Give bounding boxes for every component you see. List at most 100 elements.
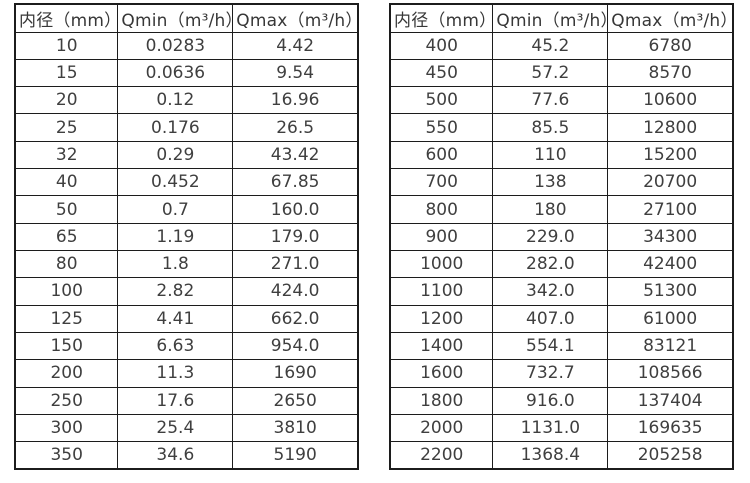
table-cell: 0.452 — [117, 168, 234, 197]
table-cell: 15 — [14, 58, 119, 88]
table-row: 150 6.63 954.0 — [14, 331, 359, 361]
table-cell: 10600 — [607, 86, 734, 115]
table-row: 200 11.3 1690 — [14, 359, 359, 388]
table-row: 20 0.12 16.96 — [14, 86, 359, 115]
table-cell: 20700 — [607, 168, 734, 197]
table-cell: 108566 — [607, 359, 734, 388]
table-cell: 51300 — [607, 277, 734, 306]
table-cell: 350 — [14, 441, 119, 470]
table-cell: 25 — [14, 113, 119, 142]
table-cell: 150 — [14, 331, 119, 361]
table-row: 400 45.2 6780 — [389, 31, 734, 60]
table-cell: 125 — [14, 304, 119, 333]
table-row: 1000 282.0 42400 — [389, 249, 734, 279]
table-header-row: 内径（mm） Qmin（m³/h） Qmax（m³/h） — [14, 3, 359, 33]
table-cell: 6.63 — [117, 331, 234, 361]
table-row: 300 25.4 3810 — [14, 413, 359, 443]
table-cell: 16.96 — [232, 86, 359, 115]
table-cell: 110 — [492, 140, 609, 170]
table-cell: 0.176 — [117, 113, 234, 142]
table-cell: 138 — [492, 168, 609, 197]
table-row: 900 229.0 34300 — [389, 222, 734, 252]
table-cell: 20 — [14, 86, 119, 115]
table-row: 1200 407.0 61000 — [389, 304, 734, 333]
table-cell: 2200 — [389, 441, 494, 470]
table-cell: 9.54 — [232, 58, 359, 88]
table-cell: 179.0 — [232, 222, 359, 252]
table-cell: 42400 — [607, 249, 734, 279]
table-cell: 100 — [14, 277, 119, 306]
table-row: 2200 1368.4 205258 — [389, 441, 734, 470]
table-cell: 554.1 — [492, 331, 609, 361]
table-row: 700 138 20700 — [389, 168, 734, 197]
table-cell: 450 — [389, 58, 494, 88]
table-cell: 85.5 — [492, 113, 609, 142]
table-cell: 1100 — [389, 277, 494, 306]
table-row: 600 110 15200 — [389, 140, 734, 170]
table-row: 1100 342.0 51300 — [389, 277, 734, 306]
table-cell: 424.0 — [232, 277, 359, 306]
header-cell-diameter: 内径（mm） — [389, 3, 494, 33]
table-cell: 229.0 — [492, 222, 609, 252]
table-cell: 271.0 — [232, 249, 359, 279]
table-cell: 407.0 — [492, 304, 609, 333]
header-cell-qmin: Qmin（m³/h） — [492, 3, 609, 33]
header-cell-diameter: 内径（mm） — [14, 3, 119, 33]
table-cell: 137404 — [607, 386, 734, 415]
table-cell: 6780 — [607, 31, 734, 60]
table-cell: 83121 — [607, 331, 734, 361]
header-cell-qmin: Qmin（m³/h） — [117, 3, 234, 33]
table-cell: 26.5 — [232, 113, 359, 142]
table-row: 2000 1131.0 169635 — [389, 413, 734, 443]
table-cell: 954.0 — [232, 331, 359, 361]
table-cell: 0.0283 — [117, 31, 234, 60]
table-row: 50 0.7 160.0 — [14, 195, 359, 224]
table-cell: 180 — [492, 195, 609, 224]
table-row: 15 0.0636 9.54 — [14, 58, 359, 88]
table-row: 10 0.0283 4.42 — [14, 31, 359, 60]
table-cell: 1200 — [389, 304, 494, 333]
table-cell: 4.42 — [232, 31, 359, 60]
table-cell: 342.0 — [492, 277, 609, 306]
table-cell: 916.0 — [492, 386, 609, 415]
table-cell: 1.19 — [117, 222, 234, 252]
spec-tables-container: 内径（mm） Qmin（m³/h） Qmax（m³/h） 10 0.0283 4.4… — [14, 3, 734, 470]
table-row: 40 0.452 67.85 — [14, 168, 359, 197]
table-row: 500 77.6 10600 — [389, 86, 734, 115]
table-cell: 2.82 — [117, 277, 234, 306]
table-cell: 11.3 — [117, 359, 234, 388]
table-cell: 282.0 — [492, 249, 609, 279]
table-row: 25 0.176 26.5 — [14, 113, 359, 142]
table-cell: 10 — [14, 31, 119, 60]
table-cell: 8570 — [607, 58, 734, 88]
table-cell: 205258 — [607, 441, 734, 470]
table-cell: 1400 — [389, 331, 494, 361]
table-cell: 77.6 — [492, 86, 609, 115]
table-cell: 900 — [389, 222, 494, 252]
table-cell: 600 — [389, 140, 494, 170]
header-cell-qmax: Qmax（m³/h） — [607, 3, 734, 33]
table-row: 65 1.19 179.0 — [14, 222, 359, 252]
table-cell: 0.7 — [117, 195, 234, 224]
table-cell: 5190 — [232, 441, 359, 470]
table-cell: 1800 — [389, 386, 494, 415]
table-row: 125 4.41 662.0 — [14, 304, 359, 333]
table-cell: 17.6 — [117, 386, 234, 415]
table-row: 800 180 27100 — [389, 195, 734, 224]
table-row: 350 34.6 5190 — [14, 441, 359, 470]
table-cell: 43.42 — [232, 140, 359, 170]
table-cell: 200 — [14, 359, 119, 388]
table-cell: 2650 — [232, 386, 359, 415]
table-row: 1400 554.1 83121 — [389, 331, 734, 361]
table-cell: 0.29 — [117, 140, 234, 170]
table-row: 80 1.8 271.0 — [14, 249, 359, 279]
flow-rate-table-left: 内径（mm） Qmin（m³/h） Qmax（m³/h） 10 0.0283 4.4… — [14, 3, 359, 470]
table-row: 550 85.5 12800 — [389, 113, 734, 142]
table-cell: 61000 — [607, 304, 734, 333]
table-cell: 400 — [389, 31, 494, 60]
table-cell: 80 — [14, 249, 119, 279]
table-cell: 45.2 — [492, 31, 609, 60]
table-cell: 0.12 — [117, 86, 234, 115]
table-row: 450 57.2 8570 — [389, 58, 734, 88]
table-row: 1600 732.7 108566 — [389, 359, 734, 388]
